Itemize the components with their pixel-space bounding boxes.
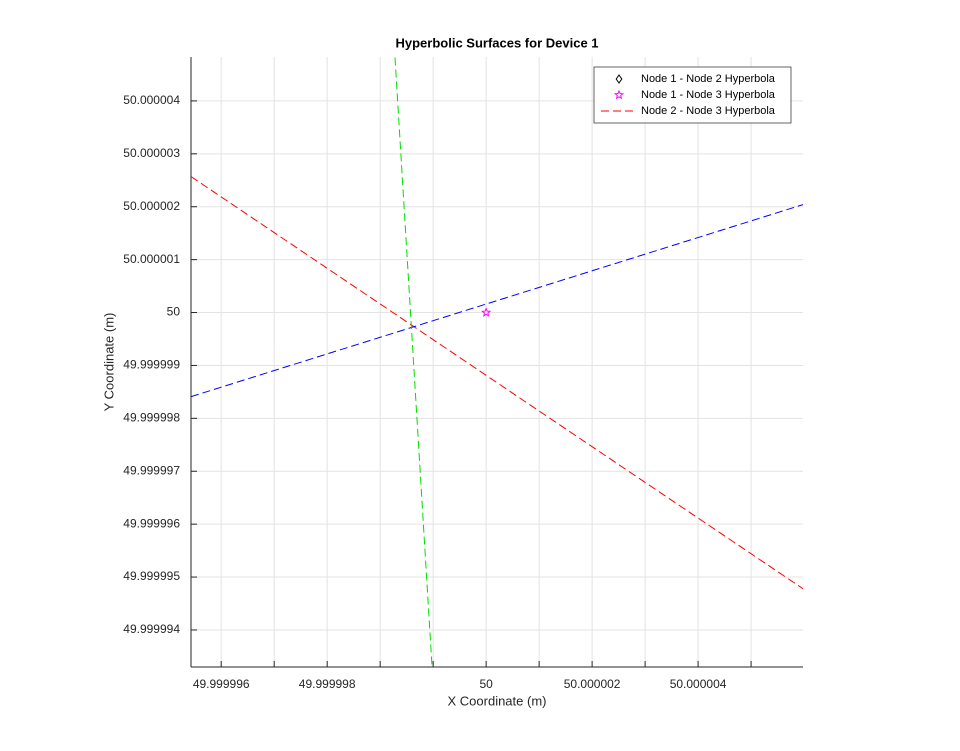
chart-title: Hyperbolic Surfaces for Device 1 [395,35,598,50]
legend-swatch [615,74,623,84]
y-axis-label: Y Coordinate (m) [101,313,116,412]
x-tick-label: 49.999996 [193,677,250,691]
y-tick-label: 49.999994 [123,622,180,636]
y-tick-label: 49.999996 [123,516,180,530]
y-tick-label: 50 [167,305,181,319]
series-line [394,57,433,667]
x-tick-label: 50 [479,677,493,691]
series-line [191,176,803,590]
x-axis-label: X Coordinate (m) [448,693,547,708]
legend-label: Node 1 - Node 3 Hyperbola [641,89,776,101]
marker [481,307,492,317]
y-tick-label: 49.999999 [123,358,180,372]
legend-box [593,66,792,124]
legend-label: Node 2 - Node 3 Hyperbola [641,105,776,117]
x-tick-label: 50.000004 [670,677,727,691]
y-tick-label: 49.999997 [123,463,180,477]
legend-label: Node 1 - Node 2 Hyperbola [641,73,776,85]
y-tick-label: 50.000003 [123,146,180,160]
y-tick-label: 49.999998 [123,411,180,425]
x-tick-label: 50.000002 [564,677,621,691]
y-tick-label: 50.000002 [123,199,180,213]
y-tick-label: 49.999995 [123,569,180,583]
legend-swatch [613,89,625,100]
x-tick-label: 49.999998 [299,677,356,691]
legend: Node 1 - Node 2 Hyperbola Node 1 - Node 3… [593,66,792,124]
series-line [191,204,803,398]
y-tick-label: 50.000001 [123,252,180,266]
y-tick-label: 50.000004 [123,93,180,107]
